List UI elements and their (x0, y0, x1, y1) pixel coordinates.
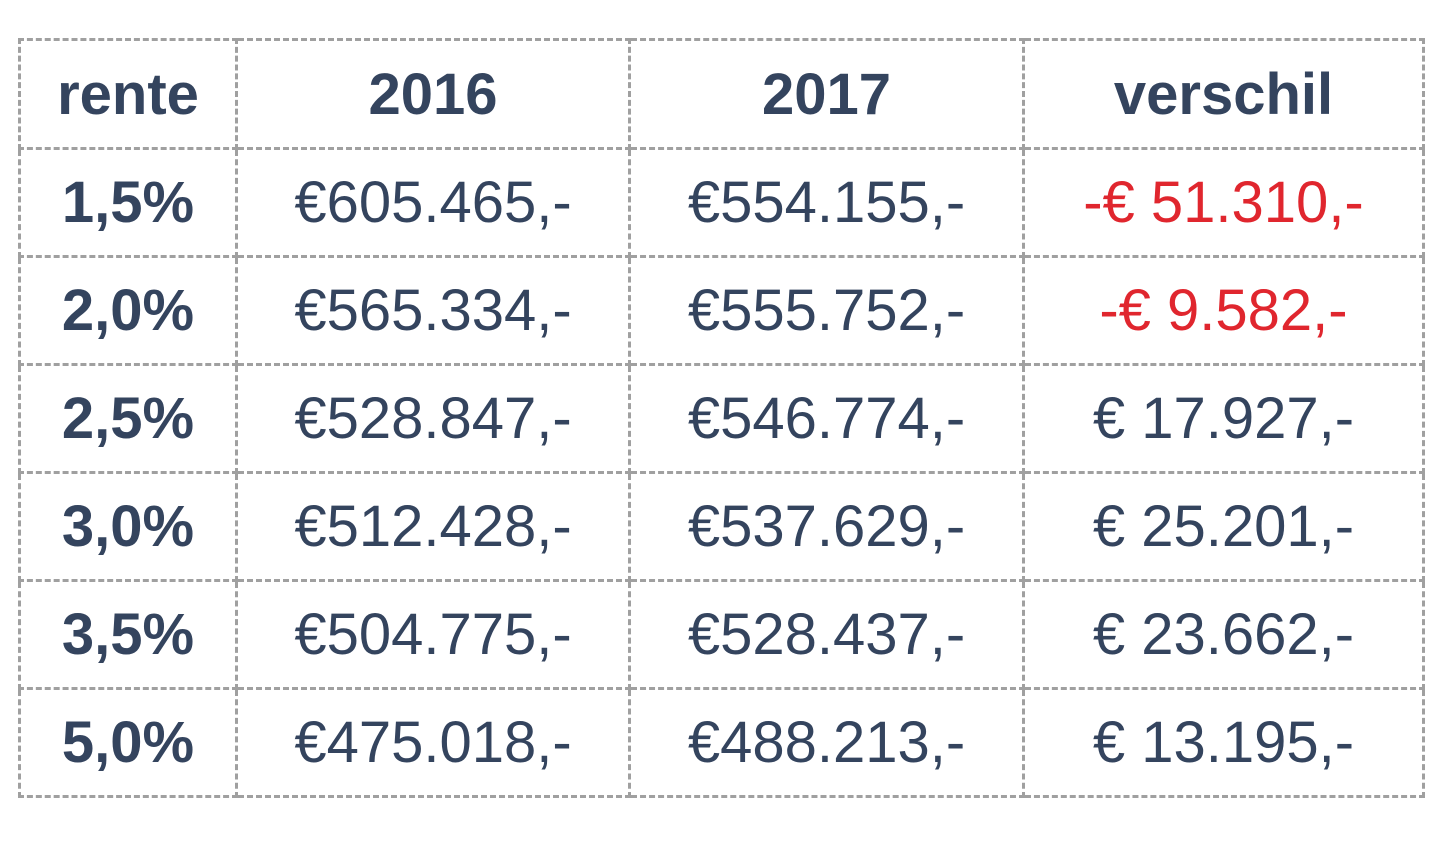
amount-cell: € 13.195,- (1022, 687, 1425, 798)
table-row: 5,0% €475.018,- €488.213,- € 13.195,- (18, 687, 1425, 798)
rate-cell: 3,5% (18, 579, 238, 690)
rate-cell: 2,0% (18, 255, 238, 366)
header-cell: 2016 (235, 38, 631, 150)
amount-cell: -€ 51.310,- (1022, 147, 1425, 258)
table-row: 3,5% €504.775,- €528.437,- € 23.662,- (18, 579, 1425, 690)
table-row: 3,0% €512.428,- €537.629,- € 25.201,- (18, 471, 1425, 582)
amount-cell: €475.018,- (235, 687, 631, 798)
rate-cell: 1,5% (18, 147, 238, 258)
amount-cell: € 23.662,- (1022, 579, 1425, 690)
rate-cell: 5,0% (18, 687, 238, 798)
amount-cell: €528.847,- (235, 363, 631, 474)
table-header: rente 2016 2017 verschil (18, 38, 1425, 150)
rate-table: rente 2016 2017 verschil 1,5% €605.465,- €554… (18, 38, 1425, 798)
table-row: 2,0% €565.334,- €555.752,- -€ 9.582,- (18, 255, 1425, 366)
amount-cell: €488.213,- (628, 687, 1025, 798)
table-row: 2,5% €528.847,- €546.774,- € 17.927,- (18, 363, 1425, 474)
amount-cell: €605.465,- (235, 147, 631, 258)
header-cell: verschil (1022, 38, 1425, 150)
header-row: rente 2016 2017 verschil (18, 38, 1425, 150)
table-row: 1,5% €605.465,- €554.155,- -€ 51.310,- (18, 147, 1425, 258)
amount-cell: €504.775,- (235, 579, 631, 690)
amount-cell: €528.437,- (628, 579, 1025, 690)
header-cell: 2017 (628, 38, 1025, 150)
amount-cell: €512.428,- (235, 471, 631, 582)
amount-cell: -€ 9.582,- (1022, 255, 1425, 366)
amount-cell: €546.774,- (628, 363, 1025, 474)
amount-cell: €565.334,- (235, 255, 631, 366)
rate-cell: 2,5% (18, 363, 238, 474)
rate-cell: 3,0% (18, 471, 238, 582)
header-cell: rente (18, 38, 238, 150)
amount-cell: €537.629,- (628, 471, 1025, 582)
amount-cell: €554.155,- (628, 147, 1025, 258)
table-body: 1,5% €605.465,- €554.155,- -€ 51.310,- 2,0% €… (18, 147, 1425, 798)
amount-cell: € 25.201,- (1022, 471, 1425, 582)
amount-cell: € 17.927,- (1022, 363, 1425, 474)
amount-cell: €555.752,- (628, 255, 1025, 366)
